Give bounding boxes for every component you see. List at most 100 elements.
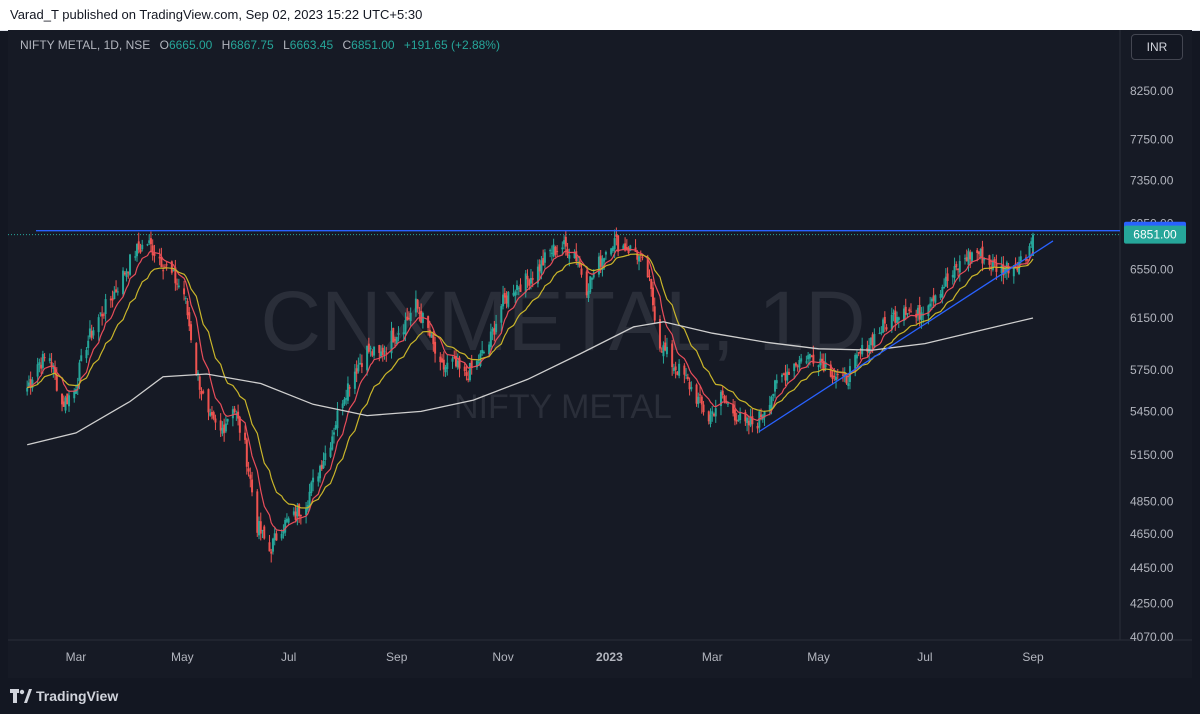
legend-close-label: C [342,38,352,52]
candle-body [453,357,456,359]
candle-body [141,244,144,250]
candle-body [873,333,876,349]
candle-body [749,417,752,426]
candle-body [125,271,128,277]
candle-body [434,341,437,354]
candle-body [957,268,960,271]
candle-body [92,330,95,336]
candle-body [603,258,606,262]
candle-body [393,339,396,341]
y-tick-label: 4250.00 [1130,597,1174,611]
candle-body [784,372,787,381]
candle-body [946,273,949,282]
candle-body [123,272,126,275]
publisher-text: Varad_T published on TradingView.com, Se… [10,7,423,22]
candle-body [587,291,590,298]
candle-body [76,384,79,389]
candle-body [441,358,444,363]
candle-body [965,257,968,262]
candle-body [256,491,259,533]
candle-body [991,260,994,270]
candle-body [115,289,118,292]
candle-body [427,316,430,328]
candle-body [808,353,811,359]
candle-body [439,356,442,363]
y-tick-label: 5450.00 [1130,404,1174,418]
candle-body [233,408,236,413]
candle-body [967,251,970,265]
candle-body [622,245,625,250]
candle-body [263,526,266,539]
candle-body [190,324,193,341]
candle-body [163,266,166,268]
candle-body [543,252,546,263]
candle-body [629,245,632,251]
candle-body [214,418,217,423]
legend-open-label: O [159,38,169,52]
candle-body [158,256,161,259]
candle-body [500,306,503,323]
candle-body [685,374,688,376]
candle-body [284,519,287,533]
x-tick-label: Nov [492,650,513,664]
candle-body [275,533,278,541]
candle-body [198,376,201,390]
y-tick-label: 4450.00 [1130,561,1174,575]
candle-body [282,530,285,534]
currency-button[interactable]: INR [1131,34,1183,60]
candle-body [590,277,593,280]
candle-body [507,292,510,307]
candlestick-chart[interactable]: CNXMETAL, 1D NIFTY METAL 8250.00 7750.00 735… [8,30,1192,678]
candle-body [334,425,337,430]
candle-body [855,354,858,359]
candle-body [897,317,900,321]
candle-body [458,357,461,369]
candle-body [770,396,773,409]
candle-body [31,379,34,389]
candle-body [1028,246,1031,257]
candle-body [735,419,738,422]
candle-body [690,386,693,390]
y-tick-label: 5750.00 [1130,363,1174,377]
candle-body [442,359,445,370]
candle-body [554,246,557,255]
ohlc-legend: NIFTY METAL, 1D, NSE O6665.00 H6867.75 L… [20,38,500,52]
chart-area[interactable]: CNXMETAL, 1D NIFTY METAL 8250.00 7750.00 735… [8,30,1192,678]
candle-body [732,404,735,414]
candle-body [617,235,620,252]
candle-body [699,394,702,396]
candle-body [531,278,534,280]
candle-body [41,354,44,368]
candle-body [397,333,400,335]
candle-body [68,395,71,407]
y-tick-label: 4650.00 [1130,527,1174,541]
candle-body [414,298,417,313]
candle-body [868,344,871,353]
ema-slow-line [27,253,1034,509]
candle-body [174,267,177,284]
candle-body [160,256,163,268]
tradingview-logo[interactable]: TradingView [10,688,118,704]
candle-body [1019,256,1022,261]
candle-body [939,294,942,298]
candle-body [927,305,930,317]
candle-body [916,307,919,315]
candle-body [298,504,301,517]
candle-body [502,294,505,307]
legend-high-value: 6867.75 [230,38,274,52]
candle-body [843,374,846,376]
candle-body [712,414,715,416]
candle-body [943,286,946,288]
candle-body [329,447,332,457]
candle-body [137,241,140,250]
candle-body [719,391,722,407]
candle-body [1032,234,1034,256]
candle-body [224,423,227,432]
candle-body [348,387,351,389]
candle-body [674,366,677,371]
support-trendline [758,240,1054,433]
candle-body [597,256,600,275]
candle-body [294,511,297,520]
candle-body [711,411,714,415]
